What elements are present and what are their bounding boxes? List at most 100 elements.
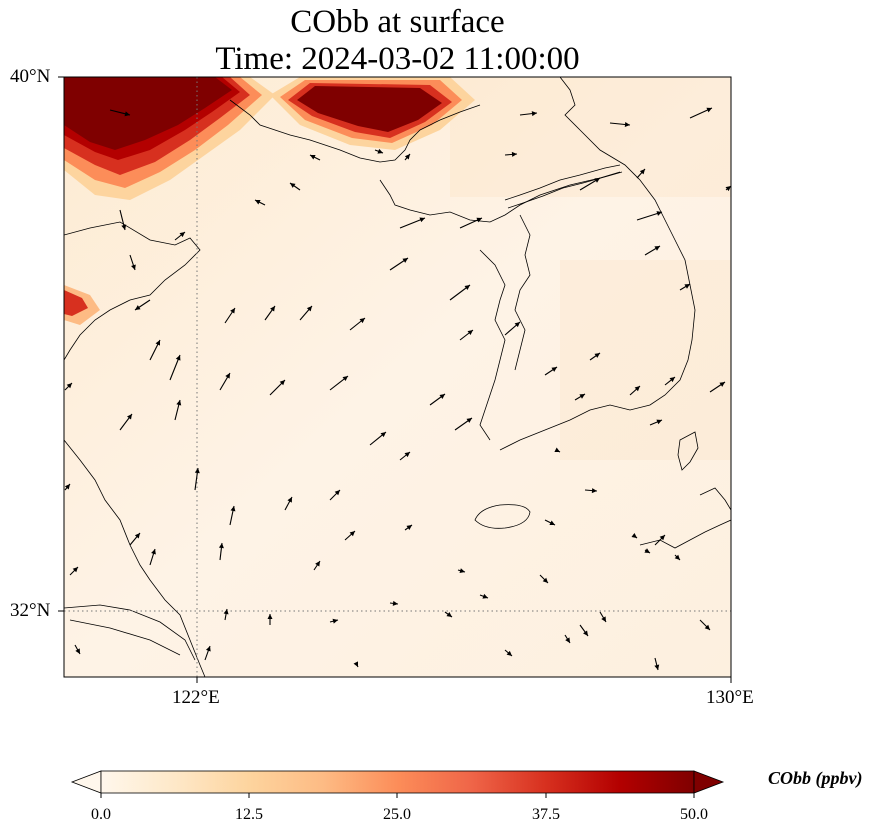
wind-arrow-head xyxy=(377,148,383,154)
gridlines xyxy=(64,77,731,677)
field-band xyxy=(560,260,731,460)
high-cobb-plume-north xyxy=(270,77,475,150)
wind-arrow-head xyxy=(151,549,156,555)
map-frame xyxy=(63,76,732,678)
wind-arrow-head xyxy=(225,373,230,379)
wind-arrow-head xyxy=(725,186,731,192)
wind-arrow-head xyxy=(506,650,512,656)
wind-arrow-head xyxy=(654,246,660,251)
lon-tick-label-130e: 130°E xyxy=(706,687,754,708)
wind-arrow-head xyxy=(704,624,710,630)
wind-arrow-head xyxy=(131,264,136,270)
wind-arrow-head xyxy=(392,600,398,606)
wind-arrow-head xyxy=(134,533,140,539)
field-band xyxy=(450,77,731,197)
high-cobb-patch-west xyxy=(64,285,100,325)
colorbar-label: CObb (ppbv) xyxy=(768,768,863,788)
wind-arrow-head xyxy=(476,217,482,223)
wind-arrow-head xyxy=(464,285,470,290)
wind-arrow-head xyxy=(334,490,340,496)
wind-arrow-head xyxy=(121,224,127,230)
wind-arrow-head xyxy=(176,400,182,406)
wind-arrow-head xyxy=(179,232,185,238)
wind-arrow-head xyxy=(551,367,557,372)
colorbar-gradient xyxy=(100,770,695,794)
colorbar-tick: 25.0 xyxy=(383,806,411,823)
wind-arrow-head xyxy=(332,618,338,624)
colorbar-tick: 0.0 xyxy=(91,806,111,823)
colorbar-extend-min xyxy=(70,770,102,794)
wind-arrow-head xyxy=(404,154,410,160)
wind-arrow-head xyxy=(482,593,488,599)
colorbar xyxy=(70,770,725,798)
wind-arrow-head xyxy=(290,183,296,188)
map-title: CObb at surface xyxy=(290,4,505,40)
wind-arrow-head xyxy=(310,155,316,160)
wind-arrow-head xyxy=(674,554,680,560)
wind-arrow-head xyxy=(583,630,588,636)
axis-ticks xyxy=(58,76,732,683)
colorbar-extend-max xyxy=(693,770,725,794)
wind-arrow-head xyxy=(514,322,520,328)
wind-arrow-head xyxy=(601,616,606,622)
map-subtitle-time: Time: 2024-03-02 11:00:00 xyxy=(215,41,580,77)
wind-arrow-head xyxy=(194,468,200,474)
wind-arrow-head xyxy=(706,107,712,113)
wind-arrow-head xyxy=(218,543,224,549)
wind-arrow-head xyxy=(223,609,229,615)
wind-arrow-head xyxy=(72,567,78,573)
wind-arrow-head xyxy=(531,111,537,117)
wind-arrow-head xyxy=(279,380,285,386)
wind-arrow-head xyxy=(684,284,690,289)
wind-arrow-head xyxy=(306,306,312,312)
wind-arrow-head xyxy=(230,506,236,512)
wind-arrow-head xyxy=(594,178,600,183)
map-plot xyxy=(58,76,732,683)
wind-arrow-head xyxy=(342,376,348,382)
lat-tick-label-32n: 32°N xyxy=(10,600,51,621)
wind-arrow-head xyxy=(255,200,261,205)
wind-arrow-head xyxy=(467,330,473,336)
wind-arrow-head xyxy=(634,386,640,392)
wind-arrow-head xyxy=(402,258,408,263)
wind-arrow-head xyxy=(353,661,358,667)
wind-arrow-head xyxy=(542,577,548,583)
colorbar-tick: 37.5 xyxy=(532,806,560,823)
wind-arrow-head xyxy=(624,122,630,127)
wind-arrow-head xyxy=(135,305,141,310)
colorbar-tick: 50.0 xyxy=(680,806,708,823)
wind-arrow-head xyxy=(511,151,517,157)
coastlines xyxy=(64,77,731,677)
wind-arrow-head xyxy=(439,394,445,399)
wind-arrow-head xyxy=(459,568,465,574)
wind-arrow-head xyxy=(554,447,560,452)
wind-arrow-head xyxy=(466,418,472,423)
field-background xyxy=(64,77,731,677)
wind-arrow-head xyxy=(719,382,725,387)
wind-arrow-head xyxy=(656,419,662,425)
wind-arrow-head xyxy=(205,646,211,652)
wind-arrow-head xyxy=(644,548,650,553)
high-cobb-plume-northwest xyxy=(64,77,275,200)
lon-tick-label-122e: 122°E xyxy=(172,687,220,708)
wind-arrow-head xyxy=(446,612,452,617)
wind-arrow-head xyxy=(380,432,386,438)
wind-arrow-head xyxy=(639,169,645,175)
wind-arrow-head xyxy=(549,520,555,525)
wind-arrow-head xyxy=(359,318,365,324)
wind-arrow-head xyxy=(579,394,585,399)
wind-arrow-head xyxy=(315,561,320,567)
lat-tick-label-40n: 40°N xyxy=(10,66,51,87)
wind-arrow-head xyxy=(175,355,181,361)
wind-arrow-head xyxy=(565,637,570,643)
colorbar-tick: 12.5 xyxy=(235,806,263,823)
wind-arrow-head xyxy=(404,452,410,458)
wind-arrow-head xyxy=(230,308,235,314)
wind-arrow-head xyxy=(591,488,597,494)
wind-arrow-head xyxy=(287,497,292,503)
wind-arrow-head xyxy=(66,383,72,389)
wind-arrow-head xyxy=(75,648,80,654)
wind-arrow-head xyxy=(155,340,160,346)
wind-arrow-head xyxy=(406,525,412,530)
wind-arrow-head xyxy=(270,306,275,312)
